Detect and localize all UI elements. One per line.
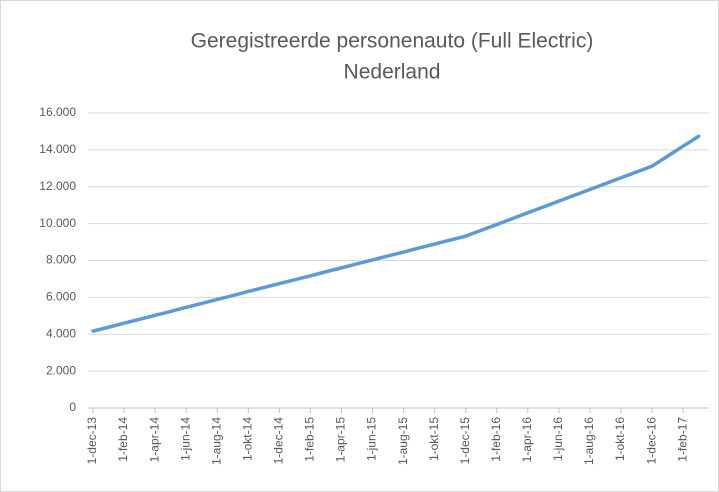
y-tick-label: 4.000 <box>46 326 76 340</box>
x-tick-label: 1-aug-15 <box>396 417 410 465</box>
x-tick-label: 1-dec-13 <box>85 417 99 465</box>
x-tick-label: 1-feb-15 <box>303 417 317 462</box>
x-tick-label: 1-aug-14 <box>209 417 223 465</box>
x-tick-label: 1-feb-14 <box>116 417 130 462</box>
x-tick-label: 1-okt-16 <box>613 417 627 461</box>
x-tick-label: 1-jun-16 <box>551 417 565 461</box>
y-tick-label: 6.000 <box>46 290 76 304</box>
x-tick-label: 1-feb-17 <box>675 417 689 462</box>
y-tick-label: 0 <box>69 400 76 414</box>
x-tick-label: 1-apr-15 <box>334 417 348 463</box>
x-tick-label: 1-feb-16 <box>489 417 503 462</box>
x-tick-label: 1-aug-16 <box>582 417 596 465</box>
y-tick-label: 2.000 <box>46 363 76 377</box>
x-tick-label: 1-jun-14 <box>178 417 192 461</box>
y-tick-label: 8.000 <box>46 253 76 267</box>
y-tick-label: 16.000 <box>39 105 76 119</box>
chart-title: Nederland <box>344 61 441 84</box>
y-tick-label: 12.000 <box>39 179 76 193</box>
x-tick-label: 1-dec-15 <box>458 417 472 465</box>
x-tick-label: 1-okt-15 <box>427 417 441 461</box>
x-tick-label: 1-jun-15 <box>365 417 379 461</box>
chart-title: Geregistreerde personenauto (Full Electr… <box>191 30 594 53</box>
x-tick-label: 1-dec-14 <box>272 417 286 465</box>
x-tick-label: 1-apr-16 <box>520 417 534 463</box>
x-tick-label: 1-apr-14 <box>147 417 161 463</box>
y-tick-label: 10.000 <box>39 216 76 230</box>
x-tick-label: 1-dec-16 <box>644 417 658 465</box>
x-tick-label: 1-okt-14 <box>240 417 254 461</box>
y-tick-label: 14.000 <box>39 142 76 156</box>
line-series <box>91 134 701 333</box>
